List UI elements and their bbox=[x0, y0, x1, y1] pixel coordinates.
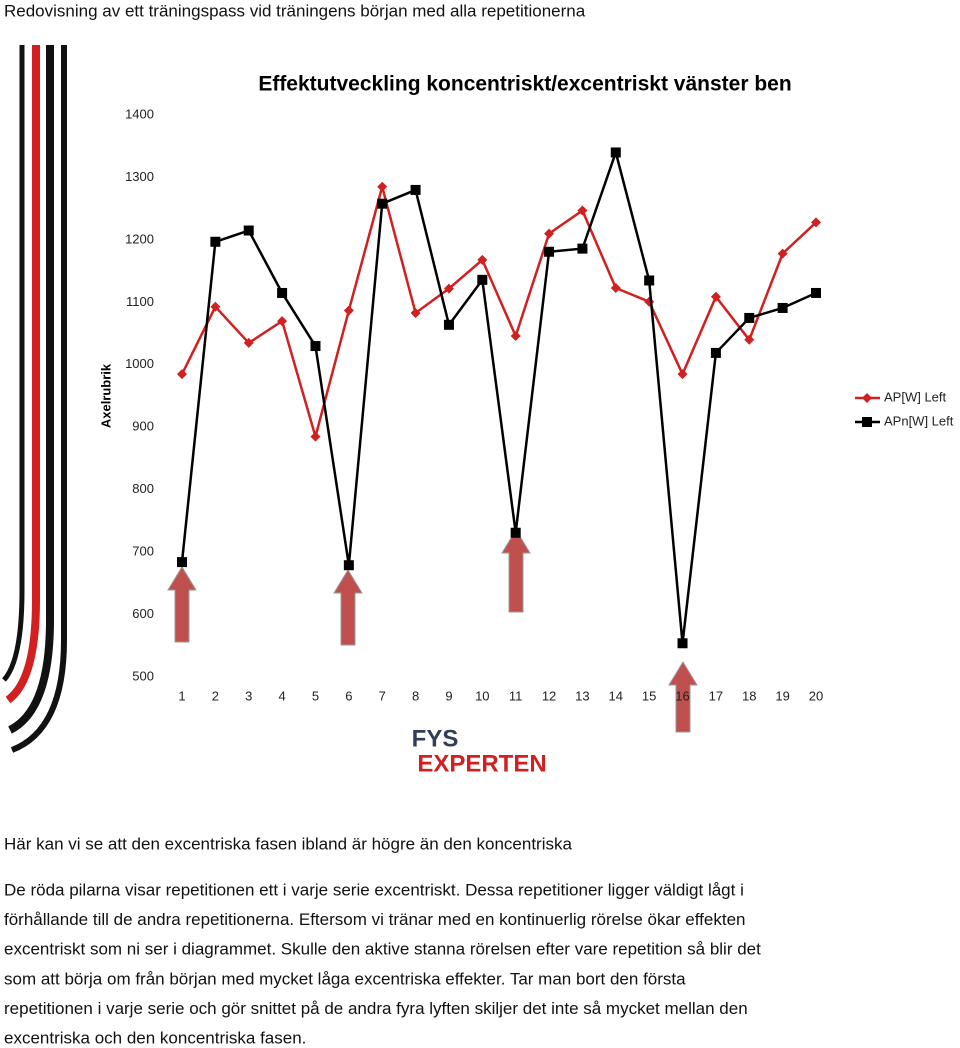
y-tick-label: 1300 bbox=[125, 169, 154, 184]
y-tick-label: 1000 bbox=[125, 356, 154, 371]
x-tick-label: 20 bbox=[809, 688, 823, 703]
arrows bbox=[167, 529, 698, 733]
point bbox=[377, 198, 388, 209]
point bbox=[544, 246, 555, 257]
y-axis-label: Axelrubrik bbox=[98, 363, 113, 428]
heading: Redovisning av ett träningspass vid trän… bbox=[4, 1, 586, 20]
y-tick-label: 1100 bbox=[126, 294, 154, 309]
point bbox=[243, 225, 254, 236]
x-tick-label: 3 bbox=[245, 688, 252, 703]
y-tick-label: 700 bbox=[132, 544, 154, 559]
point bbox=[510, 331, 521, 342]
summary: Här kan vi se att den excentriska fasen … bbox=[4, 834, 572, 853]
paragraph-line: förhållande till de andra repetitionerna… bbox=[4, 910, 745, 929]
point bbox=[811, 287, 821, 298]
y-tick-label: 800 bbox=[132, 481, 154, 496]
point bbox=[510, 527, 521, 538]
point bbox=[410, 307, 421, 318]
point bbox=[410, 184, 421, 195]
paragraph-line: excentriskt som ni ser i diagrammet. Sku… bbox=[4, 940, 761, 959]
x-tick-label: 12 bbox=[542, 688, 556, 703]
x-tick-label: 2 bbox=[212, 688, 219, 703]
y-tick-label: 1400 bbox=[125, 106, 154, 121]
point bbox=[777, 248, 788, 259]
point bbox=[210, 301, 221, 312]
point bbox=[544, 228, 555, 239]
x-tick-label: 7 bbox=[379, 688, 386, 703]
point bbox=[777, 302, 788, 313]
point bbox=[343, 560, 354, 571]
paragraph-line: excentriska och den koncentriska fasen. bbox=[4, 1028, 306, 1047]
point bbox=[644, 275, 655, 286]
x-tick-label: 1 bbox=[178, 688, 185, 703]
logo-bottom: EXPERTEN bbox=[417, 750, 546, 777]
point bbox=[677, 638, 688, 649]
point bbox=[177, 369, 187, 380]
x-tick-label: 13 bbox=[575, 688, 589, 703]
point bbox=[610, 147, 621, 158]
x-tick-label: 6 bbox=[345, 688, 352, 703]
point bbox=[811, 217, 821, 228]
legend-label: APn[W] Left bbox=[884, 413, 954, 428]
point bbox=[477, 274, 488, 285]
point bbox=[443, 283, 454, 294]
point bbox=[243, 337, 254, 348]
x-tick-label: 11 bbox=[509, 688, 523, 703]
paragraph-line: som att börja om från början med mycket … bbox=[4, 969, 686, 988]
point bbox=[610, 282, 621, 293]
x-tick-label: 5 bbox=[312, 688, 319, 703]
point bbox=[310, 341, 321, 352]
x-tick-label: 8 bbox=[412, 688, 419, 703]
legend-marker bbox=[862, 417, 872, 427]
point bbox=[377, 181, 388, 192]
y-tick-label: 500 bbox=[132, 668, 154, 683]
x-tick-label: 15 bbox=[642, 688, 656, 703]
y-tick-label: 1200 bbox=[125, 231, 154, 246]
x-tick-label: 18 bbox=[742, 688, 756, 703]
x-tick-label: 19 bbox=[775, 688, 789, 703]
x-tick-label: 4 bbox=[278, 688, 285, 703]
point bbox=[443, 319, 454, 330]
point bbox=[310, 431, 321, 442]
point bbox=[477, 254, 488, 265]
point bbox=[744, 312, 755, 323]
series-line bbox=[180, 148, 817, 644]
point bbox=[343, 305, 354, 316]
decor-stripes bbox=[2, 45, 67, 753]
y-tick-label: 600 bbox=[132, 606, 154, 621]
legend-label: AP[W] Left bbox=[884, 389, 947, 404]
x-tick-label: 17 bbox=[709, 688, 723, 703]
x-tick-label: 14 bbox=[609, 688, 623, 703]
paragraph-line: De röda pilarna visar repetitionen ett i… bbox=[4, 880, 744, 899]
x-tick-label: 10 bbox=[475, 688, 489, 703]
y-tick-label: 900 bbox=[132, 419, 154, 434]
chart-title: Effektutveckling koncentriskt/excentrisk… bbox=[258, 73, 791, 96]
point bbox=[577, 205, 588, 216]
point bbox=[744, 334, 755, 345]
x-tick-label: 9 bbox=[445, 688, 452, 703]
legend-marker bbox=[862, 393, 872, 403]
logo-top: FYS bbox=[412, 725, 459, 752]
point bbox=[677, 369, 688, 380]
series-line bbox=[180, 181, 817, 442]
point bbox=[277, 316, 288, 327]
point bbox=[210, 236, 221, 247]
point bbox=[277, 287, 288, 298]
point bbox=[577, 243, 588, 254]
x-tick-label: 16 bbox=[675, 688, 689, 703]
point bbox=[177, 557, 187, 568]
point bbox=[710, 291, 721, 302]
point bbox=[710, 347, 721, 358]
paragraph-line: repetitionen i varje serie och gör snitt… bbox=[4, 999, 748, 1018]
